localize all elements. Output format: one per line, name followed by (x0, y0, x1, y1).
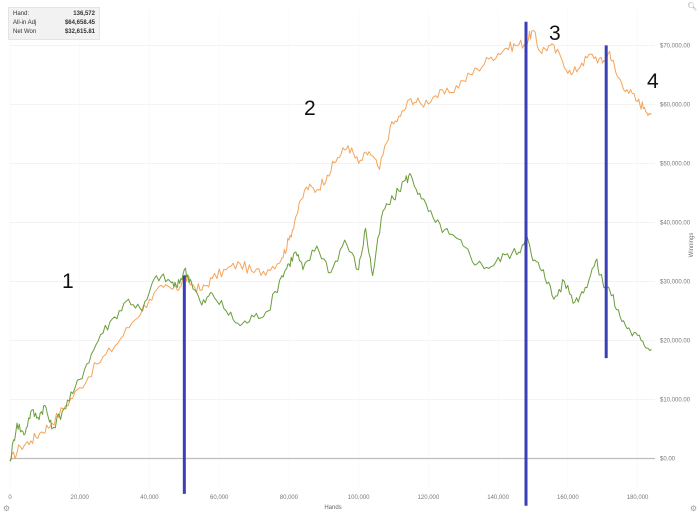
x-axis-label: Hands (324, 505, 341, 511)
series-line-net-won (9, 173, 652, 462)
grid-lines (9, 10, 655, 488)
series-lines (9, 30, 652, 462)
settings-icon[interactable]: ⚙ (689, 504, 698, 513)
stat-label: All-in Adj (13, 20, 37, 26)
y-tick-label: $60,000.00 (660, 102, 691, 108)
stat-value: $32,615.81 (64, 29, 95, 35)
annotation-label-4: 4 (647, 70, 659, 93)
x-tick-label: 160,000 (557, 495, 579, 501)
y-tick-label: $30,000.00 (660, 279, 691, 285)
x-tick-label: 20,000 (71, 495, 90, 501)
y-tick-label: $70,000.00 (660, 43, 691, 49)
annotation-label-1: 1 (62, 270, 74, 293)
x-tick-label: 40,000 (140, 495, 159, 501)
y-tick-label: $40,000.00 (660, 220, 691, 226)
stats-panel: Hand: 136,572 All-in Adj $64,658.45 Net … (8, 7, 100, 40)
x-tick-label: 0 (8, 495, 12, 501)
stat-label: Net Won (13, 29, 37, 35)
x-tick-label: 80,000 (280, 495, 299, 501)
stat-value: 136,572 (73, 11, 95, 17)
settings-icon[interactable]: ⚙ (2, 504, 11, 513)
x-tick-label: 100,000 (348, 495, 370, 501)
x-tick-label: 120,000 (418, 495, 440, 501)
y-tick-label: $10,000.00 (660, 397, 691, 403)
annotation-label-3: 3 (549, 22, 561, 45)
stat-row-all-in-adj: All-in Adj $64,658.45 (13, 19, 95, 28)
y-tick-label: $50,000.00 (660, 161, 691, 167)
x-tick-label: 180,000 (627, 495, 649, 501)
y-axis-label: Winnings (689, 233, 695, 258)
y-axis-ticks: $0.00 $10,000.00 $20,000.00 $30,000.00 $40,0… (660, 43, 691, 462)
series-line-all-in-adj (9, 30, 652, 462)
stat-row-hand: Hand: 136,572 (13, 10, 95, 19)
annotation-markers (182, 21, 608, 506)
x-tick-label: 140,000 (487, 495, 509, 501)
stat-label: Hand: (13, 11, 30, 17)
annotation-label-2: 2 (304, 97, 316, 120)
y-tick-label: $0.00 (660, 456, 676, 462)
stat-value: $64,658.45 (64, 20, 95, 26)
x-tick-label: 60,000 (210, 495, 229, 501)
search-icon[interactable]: 🔍︎ (687, 2, 698, 11)
y-tick-label: $20,000.00 (660, 338, 691, 344)
x-axis-ticks: 0 20,000 40,000 60,000 80,000 100,000 120,000 1… (8, 495, 649, 501)
stat-row-net-won: Net Won $32,615.81 (13, 28, 95, 37)
